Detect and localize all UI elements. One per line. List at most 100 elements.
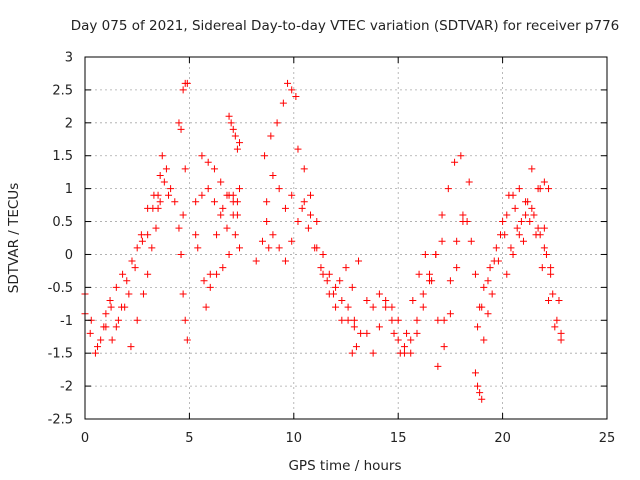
data-point [342,264,350,272]
data-point [213,231,221,239]
data-point [357,329,365,337]
data-point [210,198,218,206]
data-point [206,270,214,278]
data-point [121,303,129,311]
data-point [528,204,536,212]
data-point [540,224,548,232]
data-point [275,244,283,252]
data-point [388,316,396,324]
data-point [179,211,187,219]
series-track-j [202,191,241,311]
data-point [304,224,312,232]
data-point [311,244,319,252]
data-point [144,204,152,212]
data-point [540,178,548,186]
chart-title: Day 075 of 2021, Sidereal Day-to-day VTE… [71,18,620,34]
data-point [236,185,244,193]
x-axis-label: GPS time / hours [288,458,401,474]
data-point [519,237,527,245]
data-point [127,343,135,351]
data-point [388,303,396,311]
data-points [81,79,565,403]
data-point [503,270,511,278]
y-tick-label: -2 [60,380,73,395]
series-track-u [434,178,473,370]
data-point [476,389,484,397]
data-point [181,79,189,87]
data-point [156,171,164,179]
data-point [102,323,110,331]
x-tick-label: 25 [599,431,616,446]
data-point [382,297,390,305]
data-point [177,250,185,258]
data-point [231,231,239,239]
data-point [419,303,427,311]
data-point [459,211,467,219]
data-point [138,237,146,245]
y-tick-label: 0 [65,248,73,263]
data-point [551,323,559,331]
series-track-p [252,237,273,265]
data-point [229,125,237,133]
data-point [338,297,346,305]
data-point [538,264,546,272]
data-point [369,303,377,311]
x-tick-label: 5 [185,431,193,446]
data-point [352,343,360,351]
data-point [225,112,233,120]
data-point [292,92,300,100]
series-track-w [471,369,486,403]
series-track-m [263,145,358,324]
data-point [534,224,542,232]
data-point [344,316,352,324]
x-tick-label: 15 [390,431,407,446]
series-track-k [225,112,244,153]
data-point [540,244,548,252]
series-track-c [102,178,173,351]
data-point [444,185,452,193]
series-track-o [298,204,363,298]
y-tick-label: 1 [65,182,73,197]
data-point [183,336,191,344]
data-point [453,264,461,272]
data-point [233,211,241,219]
data-point [526,218,534,226]
axis-ticks [84,56,608,420]
data-point [375,290,383,298]
data-point [344,303,352,311]
data-point [236,244,244,252]
data-point [108,336,116,344]
data-point [261,152,269,160]
data-point [509,250,517,258]
data-point [133,244,141,252]
data-point [288,86,296,94]
data-point [231,132,239,140]
y-tick-label: -1 [60,314,73,329]
data-point [547,264,555,272]
data-point [263,198,271,206]
data-point [307,191,315,199]
series-track-l [261,79,300,160]
data-point [294,218,302,226]
data-point [478,303,486,311]
data-point [217,178,225,186]
data-point [123,277,131,285]
data-point [375,323,383,331]
x-axis-tick-labels: 0 5 10 15 20 25 [81,431,615,446]
data-point [446,310,454,318]
data-point [465,178,473,186]
data-point [225,191,233,199]
series-track-v [463,218,492,344]
series-track-aa [503,204,555,278]
data-point [394,336,402,344]
data-point [281,257,289,265]
data-point [288,237,296,245]
data-point [545,297,553,305]
data-point [438,211,446,219]
data-point [390,329,398,337]
data-point [513,224,521,232]
data-point [348,283,356,291]
data-point [158,152,166,160]
data-point [403,329,411,337]
